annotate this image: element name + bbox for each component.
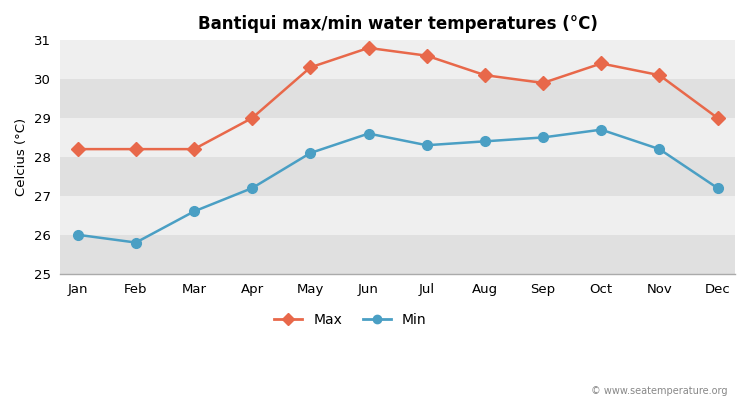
Bar <box>60 157 735 196</box>
Legend: Max, Min: Max, Min <box>268 307 432 332</box>
Max <box>597 61 606 66</box>
Bar <box>60 196 735 235</box>
Bar <box>60 118 735 157</box>
Min <box>538 135 548 140</box>
Min <box>713 186 722 190</box>
Min <box>655 147 664 152</box>
Max <box>655 73 664 78</box>
Max <box>306 65 315 70</box>
Max <box>538 80 548 85</box>
Min <box>306 151 315 156</box>
Min <box>131 240 140 245</box>
Min <box>597 127 606 132</box>
Max <box>131 147 140 152</box>
Min <box>481 139 490 144</box>
Bar <box>60 79 735 118</box>
Min <box>190 209 199 214</box>
Min <box>364 131 373 136</box>
Max <box>481 73 490 78</box>
Min <box>74 232 82 237</box>
Min <box>422 143 431 148</box>
Max <box>248 116 256 120</box>
Title: Bantiqui max/min water temperatures (°C): Bantiqui max/min water temperatures (°C) <box>198 15 598 33</box>
Bar <box>60 235 735 274</box>
Bar <box>60 40 735 79</box>
Min <box>248 186 256 190</box>
Max <box>364 46 373 50</box>
Y-axis label: Celcius (°C): Celcius (°C) <box>15 118 28 196</box>
Max <box>74 147 82 152</box>
Max <box>422 53 431 58</box>
Line: Max: Max <box>73 43 722 154</box>
Line: Min: Min <box>73 125 722 248</box>
Max <box>190 147 199 152</box>
Text: © www.seatemperature.org: © www.seatemperature.org <box>591 386 728 396</box>
Max <box>713 116 722 120</box>
